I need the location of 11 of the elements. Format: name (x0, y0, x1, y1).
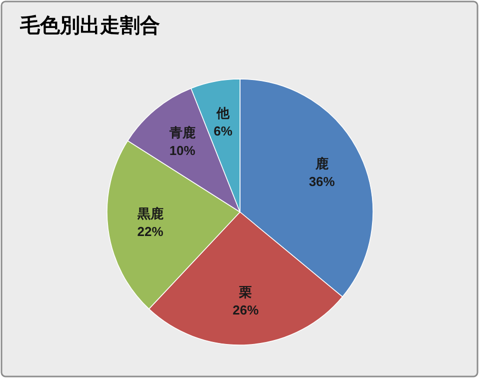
data-label: 26% (232, 302, 260, 318)
slice-label: 他 (216, 106, 231, 121)
data-label: 6% (214, 124, 233, 139)
slice-label: 青鹿 (168, 124, 196, 140)
chart-title: 毛色別出走割合 (19, 14, 160, 37)
slice-label: 栗 (238, 284, 252, 300)
data-label: 10% (169, 142, 196, 158)
data-label: 36% (308, 174, 336, 189)
data-label: 22% (137, 224, 164, 239)
slice-label: 黒鹿 (136, 206, 164, 221)
slice-label: 鹿 (314, 156, 328, 171)
